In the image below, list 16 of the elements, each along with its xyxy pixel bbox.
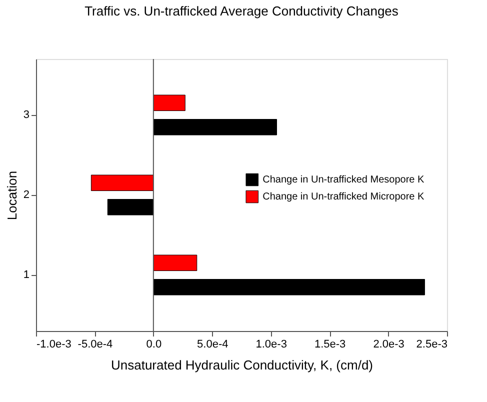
y-tick-label: 1 (23, 269, 30, 281)
x-tick-label: 2.5e-3 (416, 338, 448, 350)
x-tick-label: -1.0e-3 (36, 338, 72, 350)
y-tick-label: 2 (23, 189, 30, 201)
legend-label: Change in Un-trafficked Micropore K (262, 192, 424, 203)
x-tick-label: 5.0e-4 (197, 338, 228, 350)
x-tick-label: -5.0e-4 (78, 338, 113, 350)
x-tick-label: 1.0e-3 (256, 338, 287, 350)
chart-title: Traffic vs. Un-trafficked Average Conductivity Changes (84, 4, 399, 18)
x-tick-label: 1.5e-3 (314, 338, 346, 350)
y-tick-label: 3 (23, 109, 30, 121)
x-axis-title: Unsaturated Hydraulic Conductivity, K, (cm/d) (110, 358, 374, 372)
x-tick-label: 0.0 (146, 338, 162, 350)
x-tick-label: 2.0e-3 (373, 338, 404, 350)
y-axis-title: Location (4, 170, 20, 220)
legend-label: Change in Un-trafficked Mesopore K (262, 174, 425, 186)
